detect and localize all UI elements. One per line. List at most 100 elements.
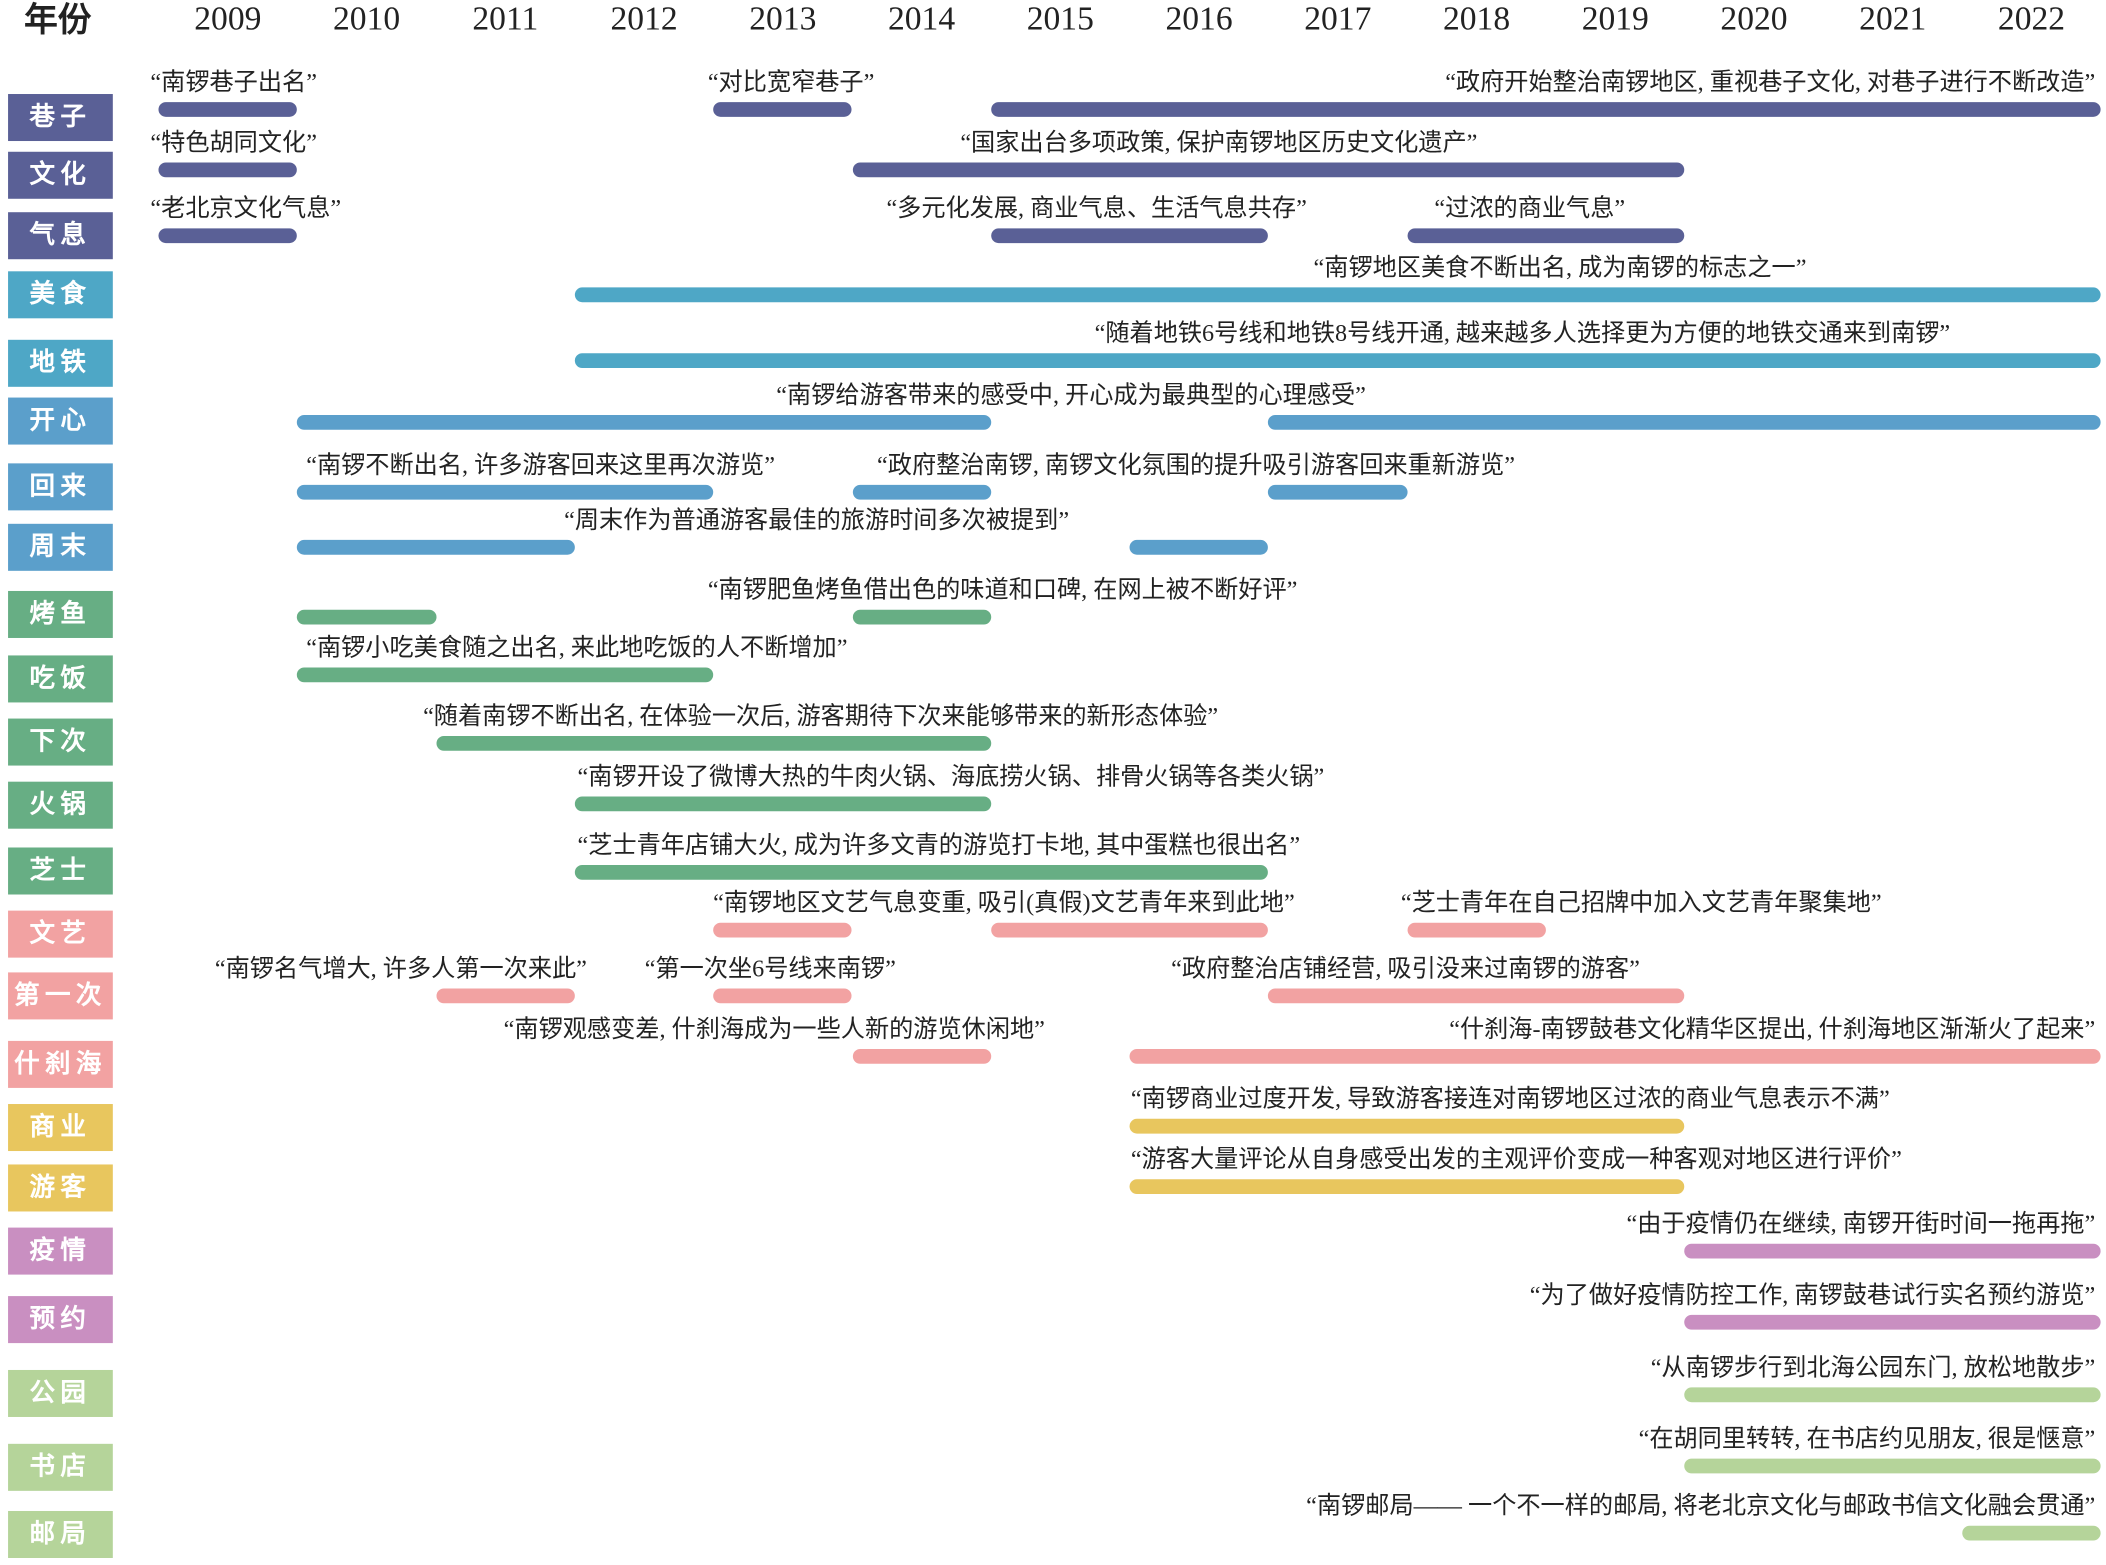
timeline-bar <box>1268 987 1685 1003</box>
theme-label: 什刹海 <box>8 1040 113 1088</box>
timeline-bar <box>574 795 991 811</box>
theme-label: 吃饭 <box>8 654 113 702</box>
quote-annotation: “芝士青年店铺大火, 成为许多文青的游览打卡地, 其中蛋糕也很出名” <box>577 831 1301 859</box>
quote-annotation: “过浓的商业气息” <box>1434 194 1626 222</box>
timeline-bar <box>1684 1314 2101 1329</box>
quote-annotation: “从南锣步行到北海公园东门, 放松地散步” <box>1650 1353 2096 1381</box>
theme-label: 第一次 <box>8 971 113 1019</box>
timeline-bar <box>1268 414 2101 430</box>
theme-label: 美食 <box>8 270 113 318</box>
quote-annotation: “在胡同里转转, 在书店约见朋友, 很是惬意” <box>1638 1425 2096 1452</box>
quote-annotation: “多元化发展, 商业气息、生活气息共存” <box>886 194 1307 222</box>
quote-annotation: “政府整治南锣, 南锣文化氛围的提升吸引游客回来重新游览” <box>877 451 1515 479</box>
timeline-bar <box>1129 1178 1685 1194</box>
quote-annotation: “南锣邮局—— 一个不一样的邮局, 将老北京文化与邮政书信文化融会贯通” <box>1306 1492 2096 1520</box>
timeline-bar <box>158 227 298 243</box>
quote-annotation: “南锣给游客带来的感受中, 开心成为最典型的心理感受” <box>776 381 1366 409</box>
year-header-title: 年份 <box>24 0 92 39</box>
year-tick-label: 2017 <box>1304 1 1372 38</box>
timeline-bar <box>297 414 991 430</box>
year-tick-label: 2022 <box>1997 1 2066 38</box>
quote-annotation: “为了做好疫情防控工作, 南锣鼓巷试行实名预约游览” <box>1529 1281 2096 1309</box>
year-tick-label: 2010 <box>333 1 401 38</box>
timeline-bar <box>574 286 2101 302</box>
timeline-bar <box>990 101 2101 117</box>
timeline-bar <box>574 352 2101 368</box>
timeline-bar <box>158 161 298 177</box>
quote-annotation: “政府整治店铺经营, 吸引没来过南锣的游客” <box>1171 954 1640 982</box>
year-tick-label: 2018 <box>1442 1 1511 38</box>
timeline-bar <box>297 609 436 624</box>
timeline-bar <box>1129 1048 2101 1064</box>
theme-label: 商业 <box>8 1103 113 1151</box>
theme-label: 文艺 <box>8 909 113 957</box>
timeline-bar <box>158 101 298 117</box>
year-tick-label: 2015 <box>1026 1 1094 38</box>
year-tick-label: 2019 <box>1581 1 1649 38</box>
quote-annotation: “随着南锣不断出名, 在体验一次后, 游客期待下次来能够带来的新形态体验” <box>423 702 1219 730</box>
quote-annotation: “南锣小吃美食随之出名, 来此地吃饭的人不断增加” <box>306 633 848 661</box>
year-tick-label: 2009 <box>194 1 262 38</box>
theme-label: 芝士 <box>8 846 113 894</box>
timeline-bar <box>297 539 575 555</box>
timeline-bar <box>852 484 991 499</box>
quote-annotation: “南锣地区美食不断出名, 成为南锣的标志之一” <box>1313 253 1807 281</box>
theme-label: 火锅 <box>8 781 113 829</box>
timeline-bar <box>435 987 575 1003</box>
timeline-bar <box>1684 1386 2101 1402</box>
quote-annotation: “什刹海-南锣鼓巷文化精华区提出, 什刹海地区渐渐火了起来” <box>1449 1015 2096 1043</box>
quote-annotation: “南锣名气增大, 许多人第一次来此” <box>214 954 587 982</box>
quote-annotation: “老北京文化气息” <box>150 194 342 222</box>
theme-label: 地铁 <box>8 339 113 387</box>
quote-annotation: “南锣观感变差, 什刹海成为一些人新的游览休闲地” <box>503 1015 1045 1043</box>
timeline-bar <box>852 161 1685 177</box>
timeline-bar <box>1962 1525 2101 1540</box>
theme-label: 下次 <box>8 717 113 765</box>
timeline-bar <box>1407 922 1546 937</box>
timeline-bar <box>1268 484 1408 499</box>
theme-label: 游客 <box>8 1163 113 1211</box>
timeline-bar <box>990 922 1269 937</box>
quote-annotation: “由于疫情仍在继续, 南锣开街时间一拖再拖” <box>1626 1210 2096 1237</box>
year-tick-label: 2020 <box>1720 1 1788 38</box>
theme-label: 回来 <box>8 462 113 510</box>
timeline-bar <box>713 987 853 1003</box>
theme-label: 烤鱼 <box>8 590 113 638</box>
year-tick-label: 2013 <box>749 1 817 38</box>
theme-label: 书店 <box>8 1443 113 1491</box>
year-tick-label: 2011 <box>472 1 539 38</box>
year-tick-label: 2021 <box>1859 1 1927 38</box>
timeline-bar <box>852 609 991 624</box>
timeline-bar <box>713 101 853 117</box>
quote-annotation: “芝士青年在自己招牌中加入文艺青年聚集地” <box>1400 889 1882 916</box>
year-tick-label: 2016 <box>1165 1 1233 38</box>
theme-label: 公园 <box>8 1369 113 1417</box>
quote-annotation: “对比宽窄巷子” <box>707 68 875 96</box>
theme-label: 疫情 <box>8 1226 113 1274</box>
timeline-bar <box>297 484 714 499</box>
quote-annotation: “第一次坐6号线来南锣” <box>644 954 896 982</box>
timeline-bar <box>435 735 991 751</box>
quote-annotation: “南锣肥鱼烤鱼借出色的味道和口碑, 在网上被不断好评” <box>707 576 1298 604</box>
quote-annotation: “特色胡同文化” <box>150 128 317 156</box>
timeline-bar <box>574 864 1269 880</box>
theme-label: 文化 <box>8 151 113 199</box>
timeline-bar <box>713 922 853 937</box>
theme-label: 预约 <box>8 1295 113 1343</box>
quote-annotation: “随着地铁6号线和地铁8号线开通, 越来越多人选择更为方便的地铁交通来到南锣” <box>1094 319 1951 347</box>
quote-annotation: “南锣不断出名, 许多游客回来这里再次游览” <box>306 451 775 479</box>
theme-label: 巷子 <box>8 93 113 141</box>
timeline-bar <box>1684 1457 2101 1473</box>
timeline-bar <box>1129 539 1269 555</box>
year-tick-label: 2014 <box>887 1 956 38</box>
timeline-bar <box>1407 227 1685 243</box>
quote-annotation: “南锣地区文艺气息变重, 吸引(真假)文艺青年来到此地” <box>713 889 1295 916</box>
quote-annotation: “周末作为普通游客最佳的旅游时间多次被提到” <box>564 506 1070 534</box>
year-tick-label: 2012 <box>610 1 678 38</box>
quote-annotation: “南锣开设了微博大热的牛肉火锅、海底捞火锅、排骨火锅等各类火锅” <box>577 762 1325 790</box>
quote-annotation: “国家出台多项政策, 保护南锣地区历史文化遗产” <box>960 128 1478 156</box>
quote-annotation: “政府开始整治南锣地区, 重视巷子文化, 对巷子进行不断改造” <box>1445 68 2096 96</box>
timeline-bar <box>1684 1243 2101 1258</box>
timeline-bar <box>990 227 1269 243</box>
